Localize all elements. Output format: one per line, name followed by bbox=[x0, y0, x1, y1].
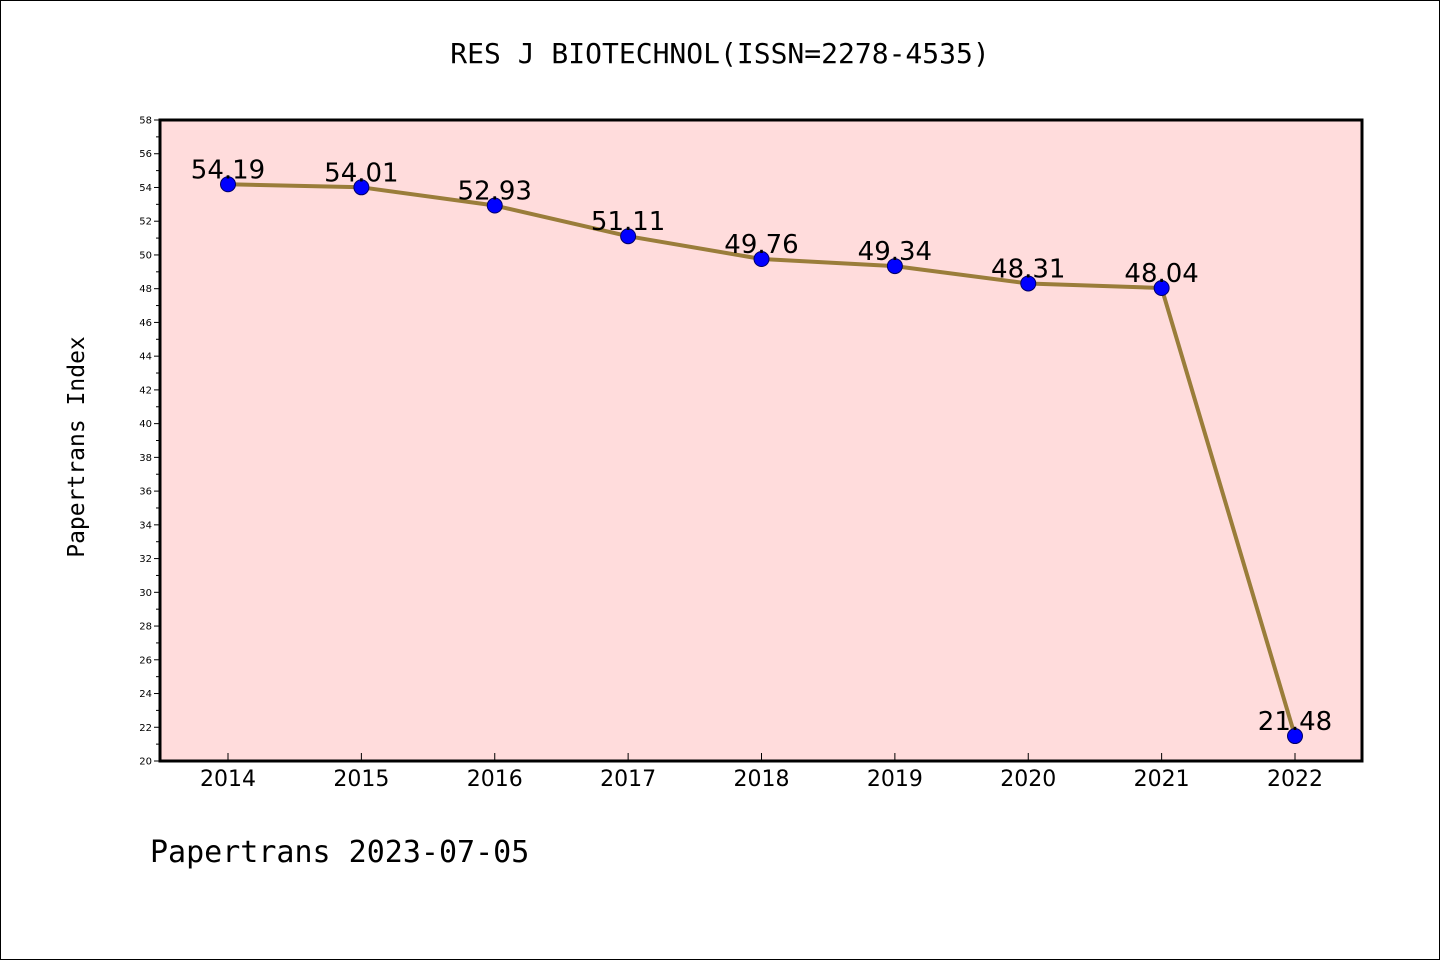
x-tick-label: 2022 bbox=[1267, 767, 1323, 792]
x-tick-label: 2014 bbox=[200, 767, 256, 792]
data-point bbox=[1020, 275, 1037, 292]
x-tick-label: 2020 bbox=[1000, 767, 1056, 792]
y-tick-label: 28 bbox=[139, 622, 152, 633]
data-label: 21.48 bbox=[1258, 707, 1332, 737]
plot-area bbox=[160, 120, 1362, 761]
y-tick-label: 24 bbox=[139, 689, 152, 700]
data-point bbox=[1287, 728, 1303, 745]
data-point bbox=[753, 250, 770, 267]
y-tick-label: 58 bbox=[139, 116, 152, 127]
x-tick-label: 2016 bbox=[467, 767, 523, 792]
y-tick-label: 46 bbox=[139, 318, 152, 329]
data-point bbox=[1153, 280, 1170, 297]
y-tick-label: 34 bbox=[139, 520, 152, 531]
y-tick-label: 22 bbox=[139, 723, 152, 734]
data-label: 54.19 bbox=[191, 155, 265, 185]
data-label: 54.01 bbox=[324, 158, 398, 188]
chart-title: RES J BIOTECHNOL(ISSN=2278-4535) bbox=[450, 37, 990, 70]
y-tick-label: 26 bbox=[139, 655, 152, 666]
data-point bbox=[486, 197, 503, 214]
x-tick-label: 2019 bbox=[867, 767, 923, 792]
y-tick-label: 42 bbox=[139, 385, 152, 396]
data-label: 52.93 bbox=[458, 177, 532, 207]
y-tick-label: 50 bbox=[139, 250, 152, 261]
footer-text: Papertrans 2023-07-05 bbox=[150, 835, 530, 870]
y-tick-label: 38 bbox=[139, 453, 152, 464]
data-point bbox=[353, 179, 370, 196]
y-tick-label: 36 bbox=[139, 487, 152, 498]
data-label: 49.76 bbox=[724, 230, 798, 260]
data-point bbox=[886, 258, 903, 275]
y-tick-label: 52 bbox=[139, 217, 152, 228]
data-label: 51.11 bbox=[591, 207, 665, 237]
y-tick-label: 30 bbox=[139, 588, 152, 599]
x-tick-label: 2017 bbox=[600, 767, 656, 792]
x-tick-label: 2018 bbox=[734, 767, 790, 792]
y-tick-label: 56 bbox=[139, 149, 152, 160]
y-tick-label: 32 bbox=[139, 554, 152, 565]
data-point bbox=[220, 176, 236, 193]
data-label: 48.04 bbox=[1124, 259, 1198, 289]
y-tick-label: 44 bbox=[139, 352, 152, 363]
data-label: 49.34 bbox=[858, 237, 932, 267]
y-tick-label: 40 bbox=[139, 419, 152, 430]
y-tick-label: 54 bbox=[139, 183, 152, 194]
data-label: 48.31 bbox=[991, 254, 1065, 284]
x-tick-label: 2021 bbox=[1134, 767, 1190, 792]
y-tick-label: 48 bbox=[139, 284, 152, 295]
x-tick-label: 2015 bbox=[333, 767, 389, 792]
data-point bbox=[620, 228, 637, 245]
y-tick-label: 20 bbox=[139, 757, 152, 768]
plot-border bbox=[158, 118, 1364, 763]
